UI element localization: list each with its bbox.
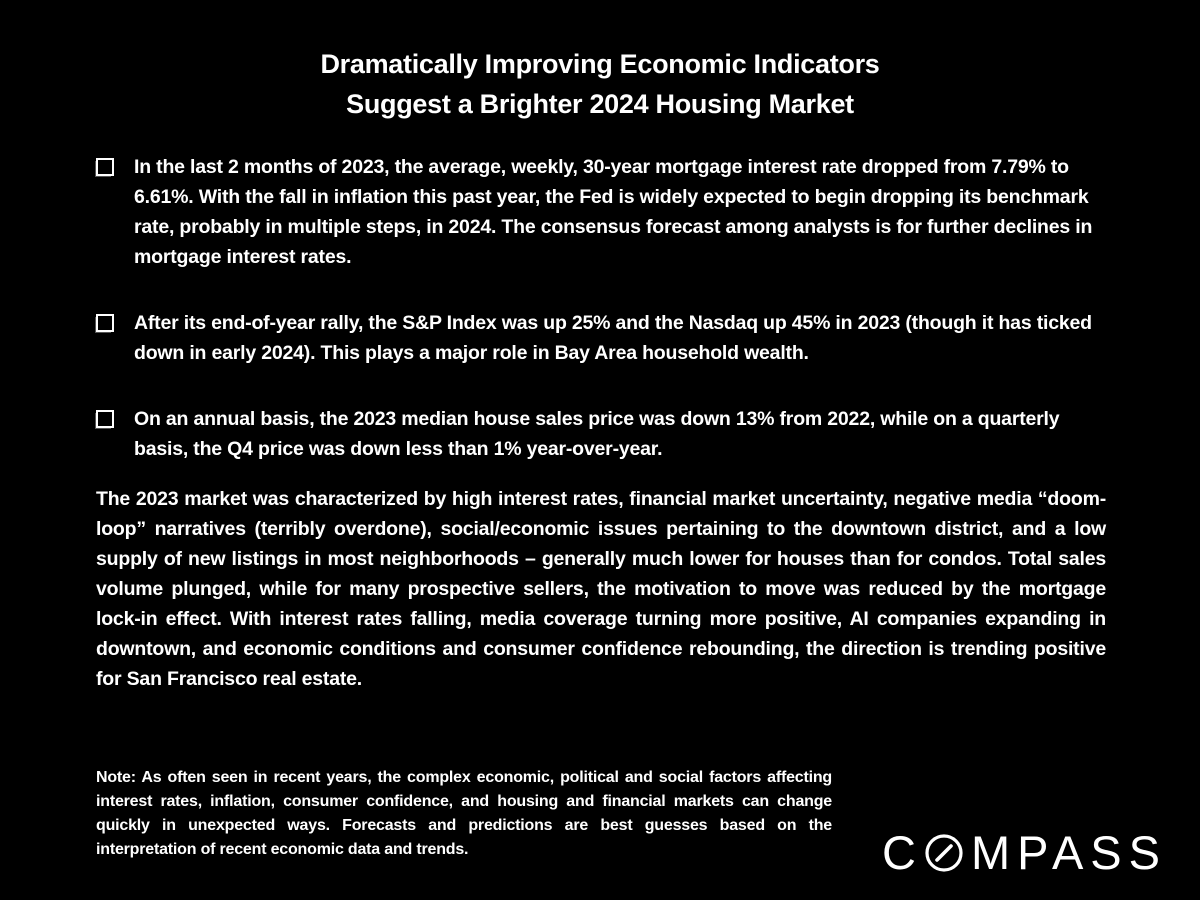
checkbox-bullet-icon bbox=[96, 314, 114, 332]
bullet-text: After its end-of-year rally, the S&P Ind… bbox=[134, 312, 1092, 364]
bullet-text: On an annual basis, the 2023 median hous… bbox=[134, 408, 1060, 460]
bullet-text: In the last 2 months of 2023, the averag… bbox=[134, 156, 1093, 268]
bullet-item-stock-market: After its end-of-year rally, the S&P Ind… bbox=[96, 308, 1110, 368]
bullet-item-median-price: On an annual basis, the 2023 median hous… bbox=[96, 404, 1110, 464]
slide-title-line-1: Dramatically Improving Economic Indicato… bbox=[320, 49, 880, 79]
disclaimer-note: Note: As often seen in recent years, the… bbox=[96, 769, 832, 858]
slide-title-line-2: Suggest a Brighter 2024 Housing Market bbox=[346, 89, 854, 119]
market-summary-paragraph: The 2023 market was characterized by hig… bbox=[96, 488, 1106, 690]
bullet-list: In the last 2 months of 2023, the averag… bbox=[96, 152, 1110, 500]
compass-needle-o-icon bbox=[925, 833, 963, 872]
bullet-item-mortgage-rates: In the last 2 months of 2023, the averag… bbox=[96, 152, 1110, 272]
checkbox-bullet-icon bbox=[96, 158, 114, 176]
compass-logo: C MPASS bbox=[882, 829, 1167, 876]
slide-title: Dramatically Improving Economic Indicato… bbox=[0, 44, 1200, 124]
compass-logo-text-left: C bbox=[881, 826, 923, 879]
checkbox-bullet-icon bbox=[96, 410, 114, 428]
compass-logo-text-right: MPASS bbox=[970, 826, 1167, 879]
